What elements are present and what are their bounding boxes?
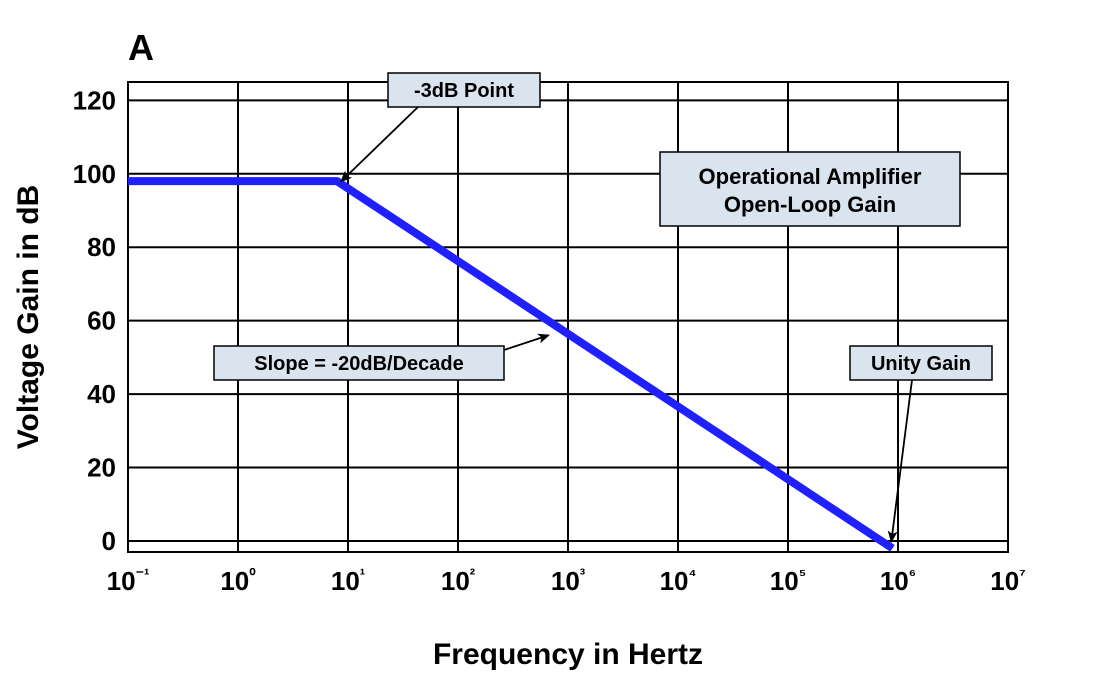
annotation-title-line2: Open-Loop Gain [724,192,896,217]
y-tick-label: 60 [87,306,116,336]
x-tick-label: 10³ [551,566,585,596]
x-tick-label: 10⁴ [660,566,697,596]
annotation-unity-label: Unity Gain [871,353,971,375]
y-tick-label: 20 [87,453,116,483]
y-tick-label: 100 [73,159,116,189]
y-tick-label: 40 [87,379,116,409]
x-axis-label: Frequency in Hertz [433,638,703,671]
x-tick-label: 10⁻¹ [107,566,150,596]
annotation-slope-label: Slope = -20dB/Decade [254,353,464,375]
y-tick-label: 80 [87,232,116,262]
bode-plot: A 10⁻¹ 10⁰ 10¹ 10² 10³ 10⁴ 10⁵ 10⁶ 10⁷ 0 20 40 60 80 1… [0,0,1096,694]
annotation-title-box: Operational Amplifier Open-Loop Gain [660,152,960,226]
x-tick-label: 10² [441,566,475,596]
y-tick-label: 0 [102,526,116,556]
panel-letter: A [128,27,154,68]
annotation-3db-label: -3dB Point [414,80,514,102]
x-tick-label: 10¹ [331,566,365,596]
x-tick-label: 10⁵ [770,566,806,596]
y-axis-label: Voltage Gain in dB [12,185,45,449]
x-tick-label: 10⁰ [220,566,256,596]
x-tick-label: 10⁷ [990,566,1026,596]
x-tick-label: 10⁶ [880,566,916,596]
y-tick-label: 120 [73,85,116,115]
annotation-title-line1: Operational Amplifier [699,164,922,189]
